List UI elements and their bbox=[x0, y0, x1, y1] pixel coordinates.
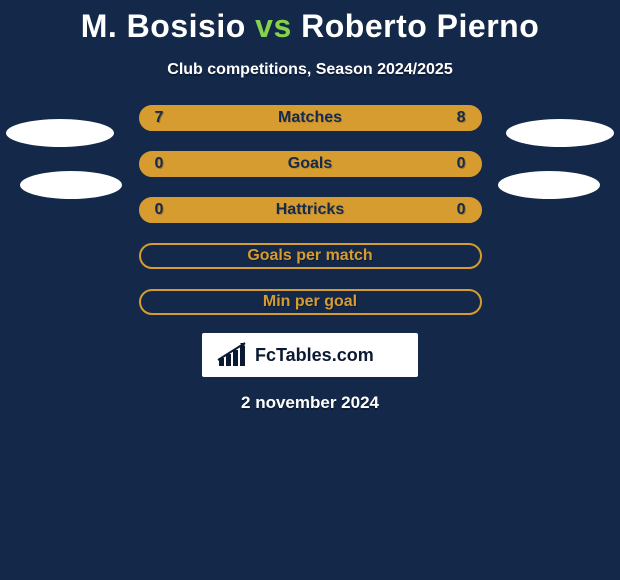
comparison-arena: 7 Matches 8 0 Goals 0 0 Hattricks 0 Goal… bbox=[0, 105, 620, 413]
stat-left-value: 7 bbox=[155, 109, 164, 127]
stat-right-value: 0 bbox=[457, 201, 466, 219]
vs-label: vs bbox=[255, 8, 292, 44]
player1-name: M. Bosisio bbox=[81, 8, 246, 44]
comparison-title: M. Bosisio vs Roberto Pierno bbox=[0, 0, 620, 45]
player2-token-2 bbox=[498, 171, 600, 199]
fctables-logo-icon: FcTables.com bbox=[215, 340, 405, 370]
stat-label: Min per goal bbox=[141, 293, 480, 311]
player2-token-1 bbox=[506, 119, 614, 147]
player1-token-1 bbox=[6, 119, 114, 147]
stat-left-value: 0 bbox=[155, 155, 164, 173]
stat-right-value: 8 bbox=[457, 109, 466, 127]
stat-label: Matches bbox=[141, 109, 480, 127]
stat-label: Goals bbox=[141, 155, 480, 173]
stat-label: Goals per match bbox=[141, 247, 480, 265]
player1-token-2 bbox=[20, 171, 122, 199]
stat-label: Hattricks bbox=[141, 201, 480, 219]
player2-name: Roberto Pierno bbox=[301, 8, 539, 44]
stat-left-value: 0 bbox=[155, 201, 164, 219]
stat-bar-hattricks: 0 Hattricks 0 bbox=[139, 197, 482, 223]
subtitle: Club competitions, Season 2024/2025 bbox=[0, 61, 620, 79]
stat-bars: 7 Matches 8 0 Goals 0 0 Hattricks 0 Goal… bbox=[139, 105, 482, 315]
date-label: 2 november 2024 bbox=[0, 393, 620, 413]
stat-bar-matches: 7 Matches 8 bbox=[139, 105, 482, 131]
stat-bar-min-per-goal: Min per goal bbox=[139, 289, 482, 315]
badge-text: FcTables.com bbox=[255, 345, 374, 365]
stat-bar-goals-per-match: Goals per match bbox=[139, 243, 482, 269]
fctables-badge[interactable]: FcTables.com bbox=[202, 333, 418, 377]
stat-bar-goals: 0 Goals 0 bbox=[139, 151, 482, 177]
stat-right-value: 0 bbox=[457, 155, 466, 173]
